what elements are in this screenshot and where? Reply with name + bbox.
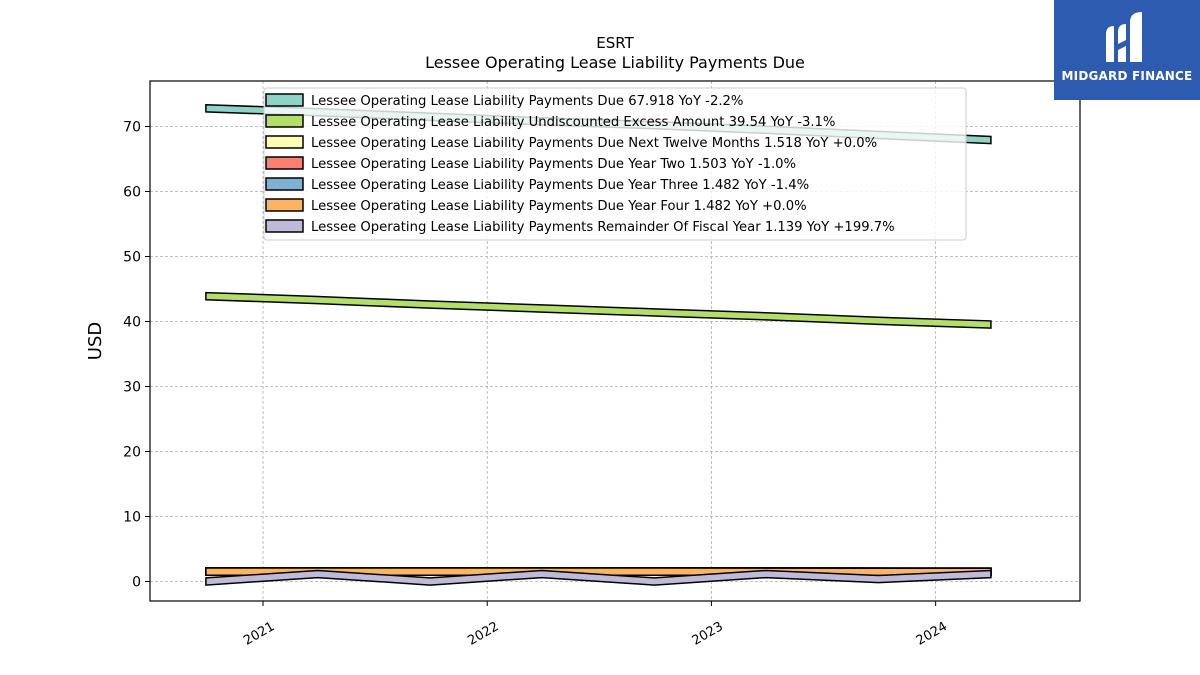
legend: Lessee Operating Lease Liability Payment… [263,87,967,241]
y-tick-label: 10 [123,510,141,526]
legend-box [263,87,967,241]
x-tick-label: 2022 [465,619,501,649]
legend-item-label: Lessee Operating Lease Liability Payment… [311,220,895,235]
legend-swatch [265,93,304,107]
legend-item-label: Lessee Operating Lease Liability Payment… [311,157,796,172]
brand-name: MIDGARD FINANCE [1061,69,1193,83]
brand-logo: MIDGARD FINANCE [1054,0,1200,100]
legend-item-label: Lessee Operating Lease Liability Undisco… [311,115,835,130]
legend-item-label: Lessee Operating Lease Liability Payment… [311,178,809,193]
legend-item-label: Lessee Operating Lease Liability Payment… [311,199,807,214]
y-tick-label: 60 [123,185,141,201]
y-tick-label: 30 [123,380,141,396]
legend-swatch [265,219,304,233]
legend-swatch [265,114,304,128]
legend-swatch [265,156,304,170]
plot-frame [149,80,1081,602]
y-axis-label: USD [85,322,106,360]
legend-item-label: Lessee Operating Lease Liability Payment… [311,136,877,151]
x-tick-label: 2023 [690,619,726,649]
y-tick-label: 70 [123,120,141,136]
chart-title: ESRT [596,34,634,52]
x-tick-label: 2021 [241,619,277,649]
y-tick-label: 50 [123,250,141,266]
legend-item-label: Lessee Operating Lease Liability Payment… [311,94,743,109]
y-tick-label: 20 [123,445,141,461]
y-tick-label: 40 [123,315,141,331]
chart-subtitle: Lessee Operating Lease Liability Payment… [425,53,805,72]
legend-swatch [265,135,304,149]
x-tick-label: 2024 [914,619,950,649]
legend-swatch [265,198,304,212]
series-area-6 [205,569,992,586]
midgard-m-logo-icon [1106,12,1142,62]
legend-swatch [265,177,304,191]
y-tick-label: 0 [132,575,141,591]
series-area-1 [205,291,992,329]
